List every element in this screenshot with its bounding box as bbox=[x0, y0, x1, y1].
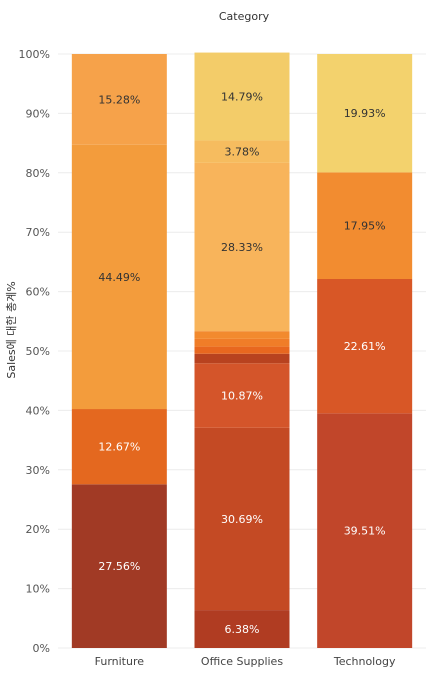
bar-segment bbox=[317, 413, 413, 648]
bar-segment bbox=[194, 140, 290, 163]
bar-segment bbox=[194, 331, 290, 339]
x-tick-label: Furniture bbox=[95, 655, 145, 668]
bar-segment bbox=[194, 353, 290, 364]
data-label: 22.61% bbox=[344, 340, 386, 353]
data-label: 27.56% bbox=[98, 560, 140, 573]
y-tick-label: 70% bbox=[26, 226, 50, 239]
y-tick-label: 50% bbox=[26, 345, 50, 358]
bar-segment bbox=[71, 484, 167, 648]
x-tick-label: Office Supplies bbox=[201, 655, 283, 668]
y-tick-label: 20% bbox=[26, 523, 50, 536]
data-label: 44.49% bbox=[98, 271, 140, 284]
bar-segment bbox=[194, 427, 290, 611]
y-tick-label: 40% bbox=[26, 404, 50, 417]
y-axis-label: Sales에 대한 총계% bbox=[5, 281, 18, 378]
y-tick-label: 10% bbox=[26, 583, 50, 596]
y-tick-label: 30% bbox=[26, 464, 50, 477]
data-label: 17.95% bbox=[344, 220, 386, 233]
data-label: 19.93% bbox=[344, 107, 386, 120]
bar-segment bbox=[194, 338, 290, 347]
y-tick-label: 100% bbox=[19, 48, 50, 61]
chart-title: Category bbox=[219, 10, 270, 23]
data-label: 6.38% bbox=[225, 623, 260, 636]
bar-segment bbox=[317, 279, 413, 414]
x-tick-labels: Furniture Office Supplies Technology bbox=[95, 655, 396, 668]
y-tick-labels: 0% 10% 20% 30% 40% 50% 60% 70% 80% 90% 100% bbox=[19, 48, 50, 655]
bar-segment bbox=[71, 409, 167, 485]
data-label: 30.69% bbox=[221, 513, 263, 526]
data-label: 28.33% bbox=[221, 241, 263, 254]
y-tick-label: 90% bbox=[26, 107, 50, 120]
bar-segment bbox=[194, 162, 290, 332]
bars-layer bbox=[71, 52, 413, 648]
data-label: 12.67% bbox=[98, 441, 140, 454]
y-tick-label: 0% bbox=[33, 642, 50, 655]
data-label: 14.79% bbox=[221, 91, 263, 104]
y-tick-label: 60% bbox=[26, 286, 50, 299]
bar-segment bbox=[317, 172, 413, 280]
y-tick-label: 80% bbox=[26, 167, 50, 180]
data-label: 3.78% bbox=[225, 146, 260, 159]
bar-segment bbox=[317, 54, 413, 173]
bar-segment bbox=[194, 346, 290, 354]
data-labels-layer: 27.56% 12.67% 44.49% 15.28% 6.38% 30.69% 10.87… bbox=[98, 91, 385, 637]
bar-segment bbox=[71, 144, 167, 410]
data-label: 39.51% bbox=[344, 525, 386, 538]
bar-segment bbox=[71, 54, 167, 145]
x-tick-label: Technology bbox=[333, 655, 396, 668]
bar-segment bbox=[194, 363, 290, 428]
bar-segment bbox=[194, 610, 290, 648]
data-label: 10.87% bbox=[221, 390, 263, 403]
data-label: 15.28% bbox=[98, 93, 140, 106]
bar-segment bbox=[194, 52, 290, 141]
